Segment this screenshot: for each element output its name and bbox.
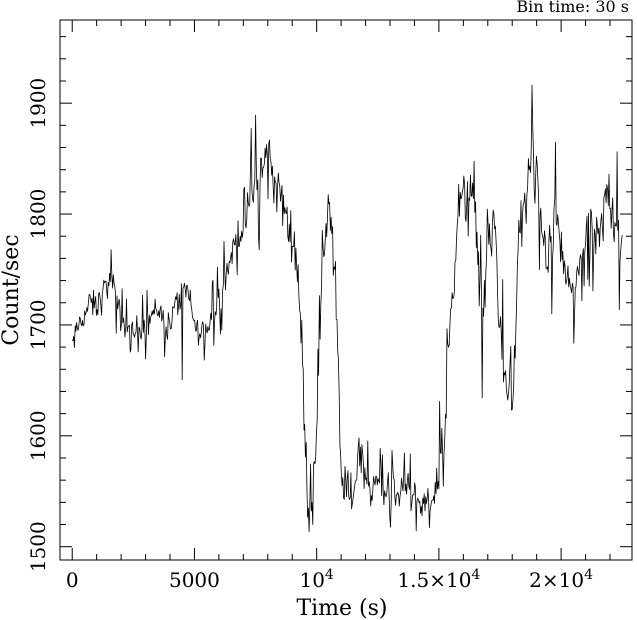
y-tick-label: 1800 [26, 189, 50, 240]
tick-labels: 0 5000 104 1.5×104 2×104 1500 1600 1700 1800 1900 [26, 78, 593, 592]
series-layer [71, 84, 623, 533]
x-axis-label: Time (s) [296, 596, 387, 620]
x-tick-label: 5000 [169, 568, 220, 592]
y-axis-label: Count/sec [0, 234, 24, 345]
y-tick-label: 1900 [26, 78, 50, 129]
axis-ticks [60, 20, 632, 560]
x-tick-label: 1.5×104 [397, 567, 480, 592]
plot-frame [59, 19, 633, 561]
x-tick-label: 0 [66, 568, 79, 592]
y-tick-label: 1600 [26, 410, 50, 461]
y-tick-label: 1700 [26, 299, 50, 350]
x-tick-label: 104 [299, 567, 333, 592]
y-tick-label: 1500 [26, 521, 50, 572]
bin-time-annotation: Bin time: 30 s [516, 0, 629, 16]
x-tick-label: 2×104 [529, 567, 593, 592]
lightcurve-series-line [71, 84, 623, 533]
